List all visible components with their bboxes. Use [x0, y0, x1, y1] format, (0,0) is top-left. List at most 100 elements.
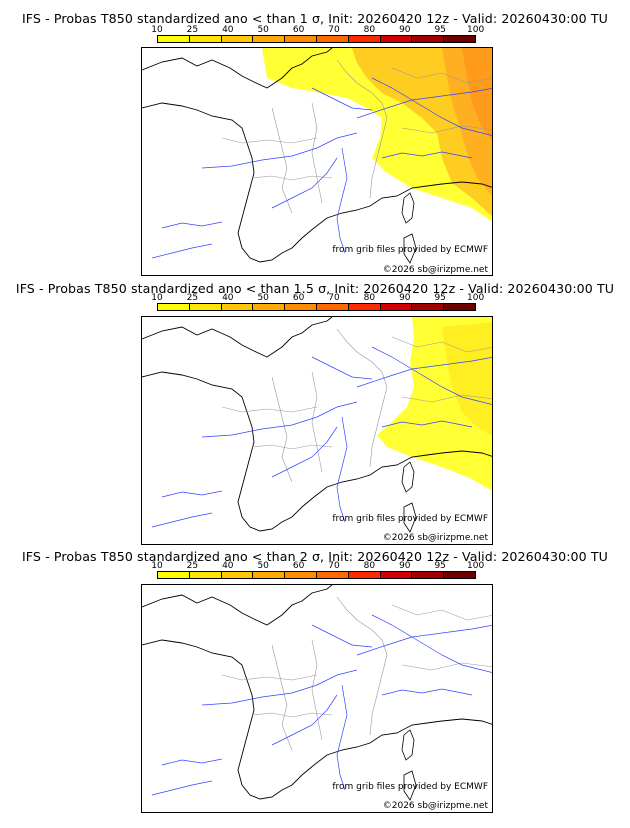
river — [311, 356, 373, 380]
panel-2: IFS - Probas T850 standardized ano < tha… — [15, 281, 615, 545]
coastline — [142, 585, 333, 800]
river — [151, 780, 213, 796]
colorbar-tick-label: 90 — [399, 25, 411, 35]
colorbar-ticks: 10 25 40 50 60 70 80 90 95 100 — [130, 25, 486, 35]
colorbar-swatch — [253, 36, 286, 42]
colorbar-tick-label: 10 — [151, 293, 163, 303]
admin-border — [251, 712, 333, 718]
colorbar-swatch — [444, 36, 475, 42]
admin-border — [401, 394, 492, 403]
colorbar-tick-label: 95 — [434, 25, 446, 35]
island — [403, 770, 417, 801]
colorbar-swatch — [380, 304, 413, 310]
colorbar-tick-label: 60 — [292, 561, 305, 571]
river — [161, 221, 223, 229]
colorbar-tick-label: 80 — [363, 293, 376, 303]
colorbar-tick-label: 40 — [222, 561, 234, 571]
colorbar-tick-label: 100 — [467, 25, 485, 35]
river — [356, 88, 492, 119]
panel-title: IFS - Probas T850 standardized ano < tha… — [15, 281, 615, 296]
admin-border — [311, 102, 323, 204]
probability-map — [141, 584, 493, 813]
island — [403, 502, 417, 533]
colorbar-swatch — [348, 36, 381, 42]
colorbar-tick-label: 80 — [363, 561, 376, 571]
admin-border — [391, 67, 492, 84]
river — [201, 669, 358, 706]
river — [371, 346, 492, 405]
river — [201, 132, 358, 169]
colorbar-tick-label: 70 — [328, 25, 340, 35]
island — [401, 729, 415, 761]
colorbar-swatch — [221, 572, 254, 578]
river — [271, 426, 338, 478]
admin-border — [401, 125, 492, 134]
admin-border — [401, 662, 492, 671]
river — [336, 416, 348, 523]
colorbar-swatch — [380, 36, 413, 42]
colorbar-swatch — [380, 572, 413, 578]
admin-border — [221, 674, 318, 681]
colorbar-tick-label: 95 — [434, 561, 446, 571]
river — [371, 614, 492, 673]
coastline — [313, 450, 492, 498]
colorbar-tick-label: 10 — [151, 561, 163, 571]
colorbar-swatch — [158, 36, 190, 42]
river — [336, 147, 348, 254]
colorbar-swatch — [253, 304, 286, 310]
colorbar-ticks: 10 25 40 50 60 70 80 90 95 100 — [130, 561, 486, 571]
admin-border — [336, 59, 388, 199]
probability-map — [141, 316, 493, 545]
panel-1: IFS - Probas T850 standardized ano < tha… — [0, 0, 630, 280]
river — [161, 490, 223, 498]
colorbar-tick-label: 50 — [257, 561, 269, 571]
coastline — [313, 181, 492, 229]
coastline — [142, 317, 333, 532]
prob-area-25 — [442, 322, 492, 436]
panel-title: IFS - Probas T850 standardized ano < tha… — [21, 549, 608, 564]
admin-border — [336, 596, 388, 736]
colorbar-tick-label: 10 — [151, 25, 163, 35]
colorbar-swatch — [189, 304, 222, 310]
colorbar-tick-label: 70 — [328, 561, 340, 571]
panel-title: IFS - Probas T850 standardized ano < tha… — [21, 11, 608, 26]
colorbar-swatch — [158, 304, 190, 310]
island — [403, 233, 417, 264]
river — [381, 151, 473, 159]
credit-grib: from grib files provided by ECMWF — [332, 782, 488, 792]
colorbar-ticks: 10 25 40 50 60 70 80 90 95 100 — [130, 293, 486, 303]
credit-grib: from grib files provided by ECMWF — [332, 514, 488, 524]
admin-border — [391, 604, 492, 621]
colorbar-tick-label: 40 — [222, 293, 234, 303]
admin-border — [336, 328, 388, 468]
colorbar-swatch — [412, 304, 445, 310]
colorbar-tick-label: 50 — [257, 25, 269, 35]
coastline — [142, 48, 333, 263]
credit-copyright: ©2026 sb@irizpme.net — [382, 533, 488, 543]
colorbar-tick-label: 60 — [292, 293, 305, 303]
river — [356, 357, 492, 388]
colorbar-swatch — [316, 304, 349, 310]
colorbar-tick-label: 90 — [399, 561, 411, 571]
credit-copyright: ©2026 sb@irizpme.net — [382, 801, 488, 811]
colorbar-swatch — [253, 572, 286, 578]
map-svg — [142, 317, 492, 533]
colorbar-tick-label: 90 — [399, 293, 411, 303]
colorbar-swatch — [412, 36, 445, 42]
river — [271, 157, 338, 209]
river — [356, 625, 492, 656]
admin-border — [221, 406, 318, 413]
colorbar-swatch — [221, 36, 254, 42]
colorbar-tick-label: 70 — [328, 293, 340, 303]
island — [401, 461, 415, 493]
river — [201, 401, 358, 438]
admin-border — [311, 639, 323, 741]
colorbar-tick-label: 25 — [186, 25, 199, 35]
admin-border — [251, 175, 333, 181]
credit-copyright: ©2026 sb@irizpme.net — [382, 265, 488, 275]
colorbar-swatch — [221, 304, 254, 310]
river — [151, 243, 213, 259]
river — [271, 694, 338, 746]
admin-border — [271, 376, 293, 483]
colorbar-swatch — [348, 572, 381, 578]
